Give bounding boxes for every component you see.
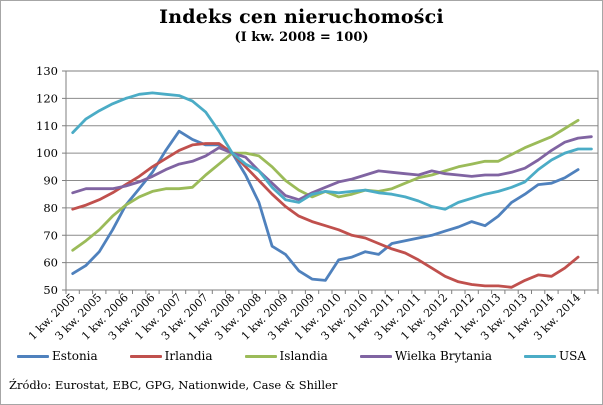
series-line-islandia [71,118,580,252]
legend-label: Estonia [51,349,98,363]
y-axis-label: 130 [36,64,58,78]
legend-label: USA [559,349,587,363]
legend-item-islandia: Islandia [244,349,328,363]
y-axis-label: 100 [36,146,58,160]
legend-swatch [524,354,557,358]
legend-item-usa: USA [524,349,586,363]
legend-swatch [359,354,392,358]
legend-swatch [16,354,49,358]
legend-swatch [129,354,162,358]
y-axis-label: 70 [43,228,58,242]
legend-label: Wielka Brytania [394,349,493,363]
y-axis-label: 90 [43,174,58,188]
chart-subtitle: (I kw. 2008 = 100) [234,30,369,45]
y-axis-label: 60 [43,256,58,270]
series-line-usa [71,91,593,211]
source-note: Źródło: Eurostat, EBC, GPG, Nationwide, … [9,378,338,392]
chart-title: Indeks cen nieruchomości [159,6,444,28]
legend-label: Islandia [279,349,328,363]
legend-item-estonia: Estonia [16,349,98,363]
legend-swatch [244,354,277,358]
y-axis-label: 50 [43,283,58,297]
legend-label: Irlandia [164,349,213,363]
y-axis-label: 110 [36,119,58,133]
series-line-wielka-brytania [71,135,593,202]
legend-item-wielka-brytania: Wielka Brytania [359,349,493,363]
y-axis-label: 120 [36,91,58,105]
legend-item-irlandia: Irlandia [129,349,213,363]
series-line-irlandia [71,142,580,289]
y-axis-label: 80 [43,201,58,215]
chart-legend: Estonia Irlandia Islandia Wielka Brytania US… [1,349,602,363]
